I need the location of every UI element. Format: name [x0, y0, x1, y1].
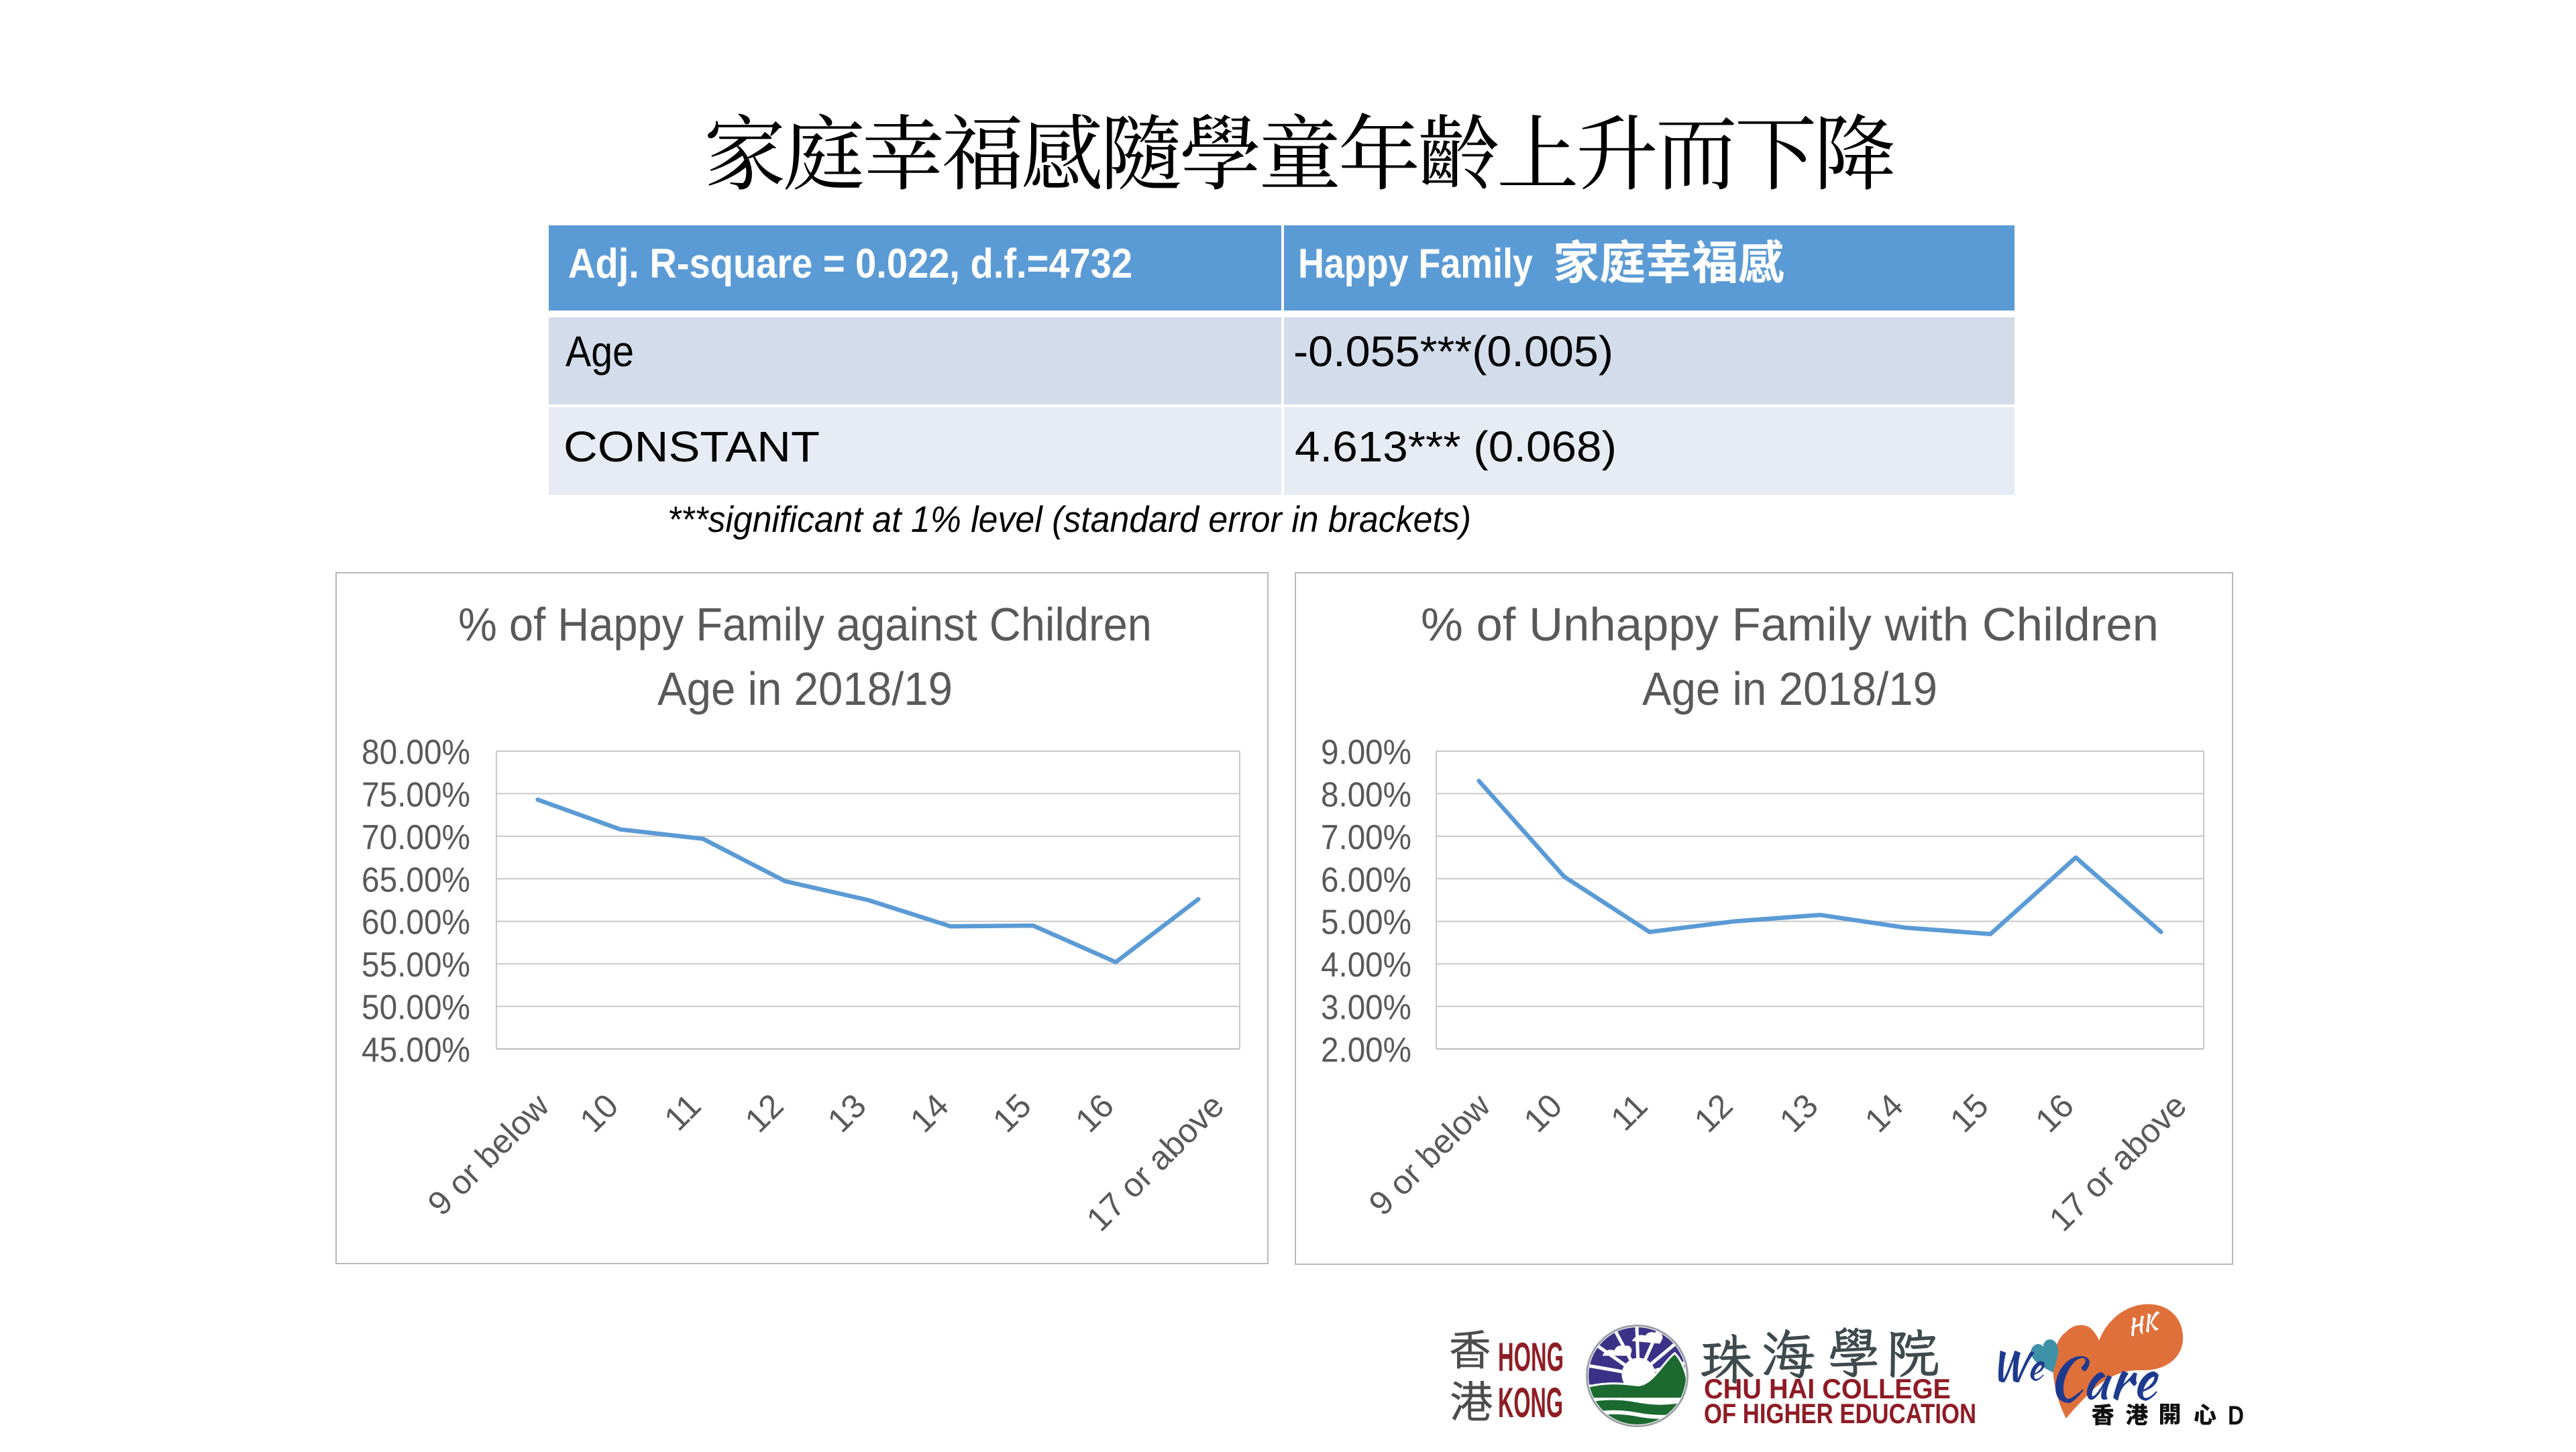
svg-text:KONG: KONG	[1498, 1380, 1563, 1427]
svg-text:50.00%: 50.00%	[362, 989, 470, 1027]
svg-text:8.00%: 8.00%	[1321, 775, 1411, 814]
svg-text:-0.055***(0.005): -0.055***(0.005)	[1293, 327, 1613, 376]
svg-text:45.00%: 45.00%	[362, 1031, 470, 1070]
svg-text:9.00%: 9.00%	[1321, 733, 1411, 772]
svg-text:4.00%: 4.00%	[1321, 946, 1411, 985]
svg-text:Age: Age	[566, 327, 634, 376]
svg-text:55.00%: 55.00%	[362, 946, 470, 985]
svg-text:6.00%: 6.00%	[1321, 860, 1411, 899]
svg-text:CHU HAI COLLEGE: CHU HAI COLLEGE	[1704, 1373, 1951, 1404]
svg-text:7.00%: 7.00%	[1321, 818, 1411, 857]
svg-text:Happy Family: Happy Family	[1298, 241, 1533, 287]
svg-text:% of Happy Family against Chil: % of Happy Family against Children	[458, 598, 1152, 651]
svg-text:CONSTANT: CONSTANT	[564, 423, 820, 471]
svg-text:HONG: HONG	[1498, 1335, 1564, 1380]
svg-text:***significant at 1% level (st: ***significant at 1% level (standard err…	[667, 498, 1471, 540]
svg-text:4.613*** (0.068): 4.613*** (0.068)	[1295, 423, 1617, 471]
svg-text:2.00%: 2.00%	[1321, 1031, 1411, 1070]
svg-text:3.00%: 3.00%	[1321, 989, 1411, 1027]
svg-text:Age in 2018/19: Age in 2018/19	[657, 663, 953, 715]
svg-text:Adj. R-square = 0.022, d.f.=47: Adj. R-square = 0.022, d.f.=4732	[568, 241, 1132, 287]
svg-text:OF HIGHER EDUCATION: OF HIGHER EDUCATION	[1704, 1398, 1976, 1429]
svg-text:70.00%: 70.00%	[362, 818, 470, 857]
svg-text:65.00%: 65.00%	[362, 860, 470, 899]
svg-text:80.00%: 80.00%	[362, 733, 470, 772]
svg-text:60.00%: 60.00%	[362, 903, 470, 942]
svg-text:D: D	[2228, 1401, 2244, 1431]
svg-text:Age in 2018/19: Age in 2018/19	[1642, 663, 1937, 715]
svg-text:5.00%: 5.00%	[1321, 903, 1411, 942]
svg-text:75.00%: 75.00%	[362, 775, 470, 814]
svg-text:% of Unhappy Family with Child: % of Unhappy Family with Children	[1421, 598, 2159, 651]
